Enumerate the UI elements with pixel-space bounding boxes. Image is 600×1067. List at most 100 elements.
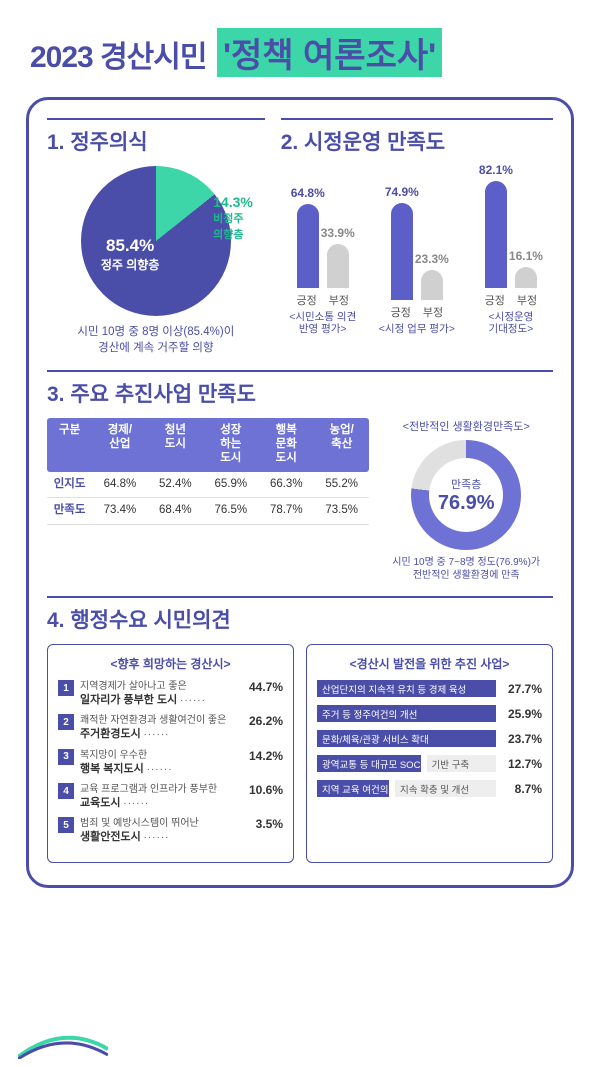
hbar-item: 문화/체육/관광 서비스 확대23.7% <box>317 730 542 747</box>
table-cell: 65.9% <box>203 472 258 498</box>
table-head-cell: 행복문화도시 <box>259 418 314 471</box>
bar-value: 82.1% <box>479 163 513 177</box>
rank-text: 쾌적한 자연환경과 생활여건이 좋은주거환경도시 ······ <box>80 714 243 741</box>
hbar-box: <경산시 발전을 위한 추진 사업> 산업단지의 지속적 유치 등 경제 육성 2… <box>306 644 553 862</box>
hbar-fill: 산업단지의 지속적 유치 등 경제 육성 <box>317 680 496 697</box>
table-cell: 76.5% <box>203 498 258 524</box>
bar-chart: 64.8%33.9%긍정부정<시민소통 의견반영 평가>74.9%23.3%긍정… <box>281 166 553 336</box>
bar-subtitle: <시정 업무 평가> <box>379 323 455 336</box>
hbar-item: 산업단지의 지속적 유치 등 경제 육성 27.7% <box>317 680 542 697</box>
donut-value: 76.9% <box>438 492 495 515</box>
table-cell: 만족도 <box>47 498 92 524</box>
table-head-cell: 성장하는도시 <box>203 418 258 471</box>
donut-caption: 시민 10명 중 7~8명 정도(76.9%)가전반적인 생활환경에 만족 <box>379 556 553 582</box>
bar-label: 긍정 <box>296 292 316 308</box>
bar-label: 부정 <box>423 304 443 320</box>
hbar-fill: 광역교통 등 대규모 SOC <box>317 755 421 772</box>
pie-main-pct: 85.4% <box>101 236 160 256</box>
rank-pct: 3.5% <box>256 817 283 833</box>
pie-minor-pct: 14.3% <box>213 194 253 210</box>
rank-number: 3 <box>58 749 74 765</box>
infographic-page: 2023 경산시민 '정책 여론조사' 1. 정주의식 85.4% 정주 의향층… <box>0 0 600 1067</box>
content-sheet: 1. 정주의식 85.4% 정주 의향층 14.3% 비정주의향층 시민 10명… <box>26 97 574 888</box>
rank-text: 지역경제가 살아나고 좋은일자리가 풍부한 도시 ······ <box>80 680 243 707</box>
hbar-remain: 지속 확충 및 개선 <box>395 780 496 797</box>
rank-number: 4 <box>58 783 74 799</box>
pie-chart: 85.4% 정주 의향층 14.3% 비정주의향층 <box>81 166 231 316</box>
table-cell: 78.7% <box>259 498 314 524</box>
bar-label: 긍정 <box>391 304 411 320</box>
rank-pct: 14.2% <box>249 749 283 765</box>
bar: 74.9% <box>391 203 413 300</box>
hbar-title: <경산시 발전을 위한 추진 사업> <box>317 655 542 672</box>
table-cell: 73.4% <box>92 498 147 524</box>
hbar-list: 산업단지의 지속적 유치 등 경제 육성 27.7% 주거 등 정주여건의 개선 25… <box>317 680 542 797</box>
section-4-title: 4. 행정수요 시민의견 <box>47 596 553 634</box>
section-1-title: 1. 정주의식 <box>47 118 265 156</box>
section-2: 2. 시정운영 만족도 64.8%33.9%긍정부정<시민소통 의견반영 평가>… <box>275 118 553 356</box>
donut-title: <전반적인 생활환경만족도> <box>379 418 553 434</box>
rank-item: 4 교육 프로그램과 인프라가 풍부한교육도시 ······ 10.6% <box>58 783 283 810</box>
page-curl-icon <box>18 1029 108 1059</box>
hbar-pct: 12.7% <box>502 757 542 771</box>
donut-center: 만족층 76.9% <box>411 440 521 550</box>
pie-minor-text: 비정주의향층 <box>213 213 243 241</box>
bar-value: 74.9% <box>385 185 419 199</box>
rank-item: 1지역경제가 살아나고 좋은일자리가 풍부한 도시 ······44.7% <box>58 680 283 707</box>
table-head: 구분경제/산업청년도시성장하는도시행복문화도시농업/축산 <box>47 418 369 471</box>
hbar-fill: 지역 교육 여건의 <box>317 780 389 797</box>
table-cell: 68.4% <box>148 498 203 524</box>
hbar-fill: 주거 등 정주여건의 개선 <box>317 705 496 722</box>
bar: 23.3% <box>421 270 443 300</box>
hbar-remain: 기반 구축 <box>427 755 497 772</box>
pie-main-text: 정주 의향층 <box>101 258 160 272</box>
pie-minor-label: 14.3% 비정주의향층 <box>213 194 253 242</box>
table-cell: 66.3% <box>259 472 314 498</box>
rank-item: 5범죄 및 예방시스템이 뛰어난생활안전도시 ······3.5% <box>58 817 283 844</box>
hbar-item: 주거 등 정주여건의 개선 25.9% <box>317 705 542 722</box>
bar: 33.9% <box>327 244 349 288</box>
section-4: 4. 행정수요 시민의견 <향후 희망하는 경산시> 1 지역경제가 살아나고 좋… <box>47 596 553 862</box>
table-cell: 52.4% <box>148 472 203 498</box>
section-1: 1. 정주의식 85.4% 정주 의향층 14.3% 비정주의향층 시민 10명… <box>47 118 275 356</box>
header-prefix: 2023 경산시민 <box>30 41 206 74</box>
section-2-title: 2. 시정운영 만족도 <box>281 118 553 156</box>
bar-label: 긍정 <box>485 292 505 308</box>
hbar-pct: 25.9% <box>502 707 542 721</box>
data-table: 구분경제/산업청년도시성장하는도시행복문화도시농업/축산인지도64.8%52.4… <box>47 418 369 582</box>
table-cell: 64.8% <box>92 472 147 498</box>
header-highlight: '정책 여론조사' <box>217 28 442 77</box>
rank-text: 교육 프로그램과 인프라가 풍부한교육도시 ······ <box>80 783 243 810</box>
table-head-cell: 청년도시 <box>148 418 203 471</box>
row-1-2: 1. 정주의식 85.4% 정주 의향층 14.3% 비정주의향층 시민 10명… <box>47 118 553 356</box>
bar-value: 16.1% <box>509 249 543 263</box>
bar-subtitle: <시민소통 의견반영 평가> <box>289 311 356 336</box>
bar-subtitle: <시정운영기대정도> <box>489 311 534 336</box>
rank-pct: 10.6% <box>249 783 283 799</box>
bar-value: 33.9% <box>321 226 355 240</box>
rank-number: 2 <box>58 714 74 730</box>
pie-main-label: 85.4% 정주 의향층 <box>101 236 160 273</box>
hbar-pct: 27.7% <box>502 682 542 696</box>
rank-item: 3복지망이 우수한행복 복지도시 ······14.2% <box>58 749 283 776</box>
hbar-fill: 문화/체육/관광 서비스 확대 <box>317 730 496 747</box>
donut-chart: 만족층 76.9% <box>411 440 521 550</box>
bar: 82.1% <box>485 181 507 288</box>
table-head-cell: 경제/산업 <box>92 418 147 471</box>
section-3: 3. 주요 추진사업 만족도 구분경제/산업청년도시성장하는도시행복문화도시농업… <box>47 370 553 582</box>
table-cell: 인지도 <box>47 472 92 498</box>
header: 2023 경산시민 '정책 여론조사' <box>0 0 600 89</box>
ranking-title: <향후 희망하는 경산시> <box>58 655 283 672</box>
bar-label: 부정 <box>517 292 537 308</box>
ranking-box: <향후 희망하는 경산시> 1 지역경제가 살아나고 좋은일자리가 풍부한 도시 … <box>47 644 294 862</box>
hbar-item: 광역교통 등 대규모 SOC 기반 구축 12.7% <box>317 755 542 772</box>
table-head-cell: 구분 <box>47 418 92 471</box>
bar: 16.1% <box>515 267 537 288</box>
rank-number: 5 <box>58 817 74 833</box>
ranking-list: 1지역경제가 살아나고 좋은일자리가 풍부한 도시 ······44.7%2쾌적… <box>58 680 283 844</box>
section-3-title: 3. 주요 추진사업 만족도 <box>47 370 553 408</box>
hbar-pct: 8.7% <box>502 782 542 796</box>
rank-pct: 26.2% <box>249 714 283 730</box>
bar-value: 64.8% <box>291 186 325 200</box>
rank-number: 1 <box>58 680 74 696</box>
